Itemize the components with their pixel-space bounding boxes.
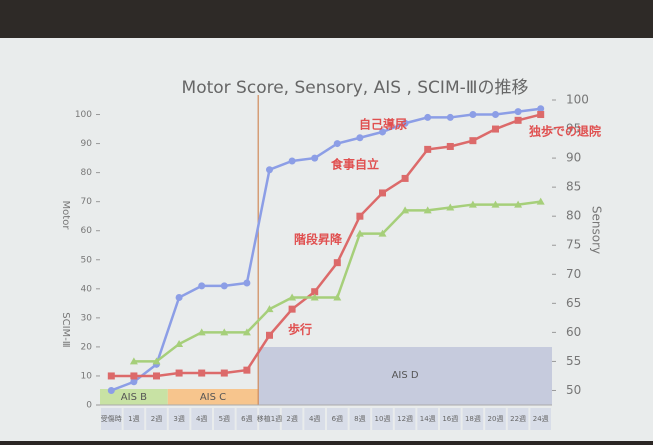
point xyxy=(198,282,205,289)
point xyxy=(492,111,499,118)
x-tick-label: 6週 xyxy=(241,414,252,423)
point xyxy=(221,370,228,377)
point xyxy=(198,370,205,377)
annotation: 歩行 xyxy=(288,322,312,337)
x-tick-label: 8週 xyxy=(354,414,365,423)
point xyxy=(176,370,183,377)
y-tick-label: 60 xyxy=(81,226,93,236)
y-tick-label: 20 xyxy=(81,342,93,352)
y2-tick-label: 85 xyxy=(566,180,581,194)
point xyxy=(356,213,363,220)
point xyxy=(289,158,296,165)
x-tick-label: 18週 xyxy=(465,414,481,423)
point xyxy=(469,111,476,118)
x-tick-label: 24週 xyxy=(533,414,549,423)
x-tick-label: 20週 xyxy=(488,414,504,423)
y-tick-label: 0 xyxy=(86,401,92,411)
y2-tick-label: 55 xyxy=(566,354,581,368)
point xyxy=(424,146,431,153)
point xyxy=(266,166,273,173)
ais-band-label: AIS B xyxy=(121,392,147,403)
point xyxy=(108,387,115,394)
top-frame xyxy=(0,0,653,38)
point xyxy=(469,137,476,144)
x-tick-label: 6週 xyxy=(332,414,343,423)
point xyxy=(153,372,160,379)
point xyxy=(402,175,409,182)
annotation: 食事自立 xyxy=(330,157,379,172)
x-tick-label: 10週 xyxy=(375,414,391,423)
x-tick-label: 1週 xyxy=(128,414,139,423)
point xyxy=(515,108,522,115)
y2-axis-title: Sensory xyxy=(590,206,604,254)
y2-tick-label: 60 xyxy=(566,325,581,339)
y-axis-title: SCIM-Ⅲ xyxy=(60,312,71,347)
point xyxy=(243,280,250,287)
y-tick-label: 70 xyxy=(81,197,93,207)
y-tick-label: 30 xyxy=(81,313,93,323)
point xyxy=(515,117,522,124)
x-tick-label: 3週 xyxy=(173,414,184,423)
y-tick-label: 80 xyxy=(81,168,93,178)
y-tick-label: 50 xyxy=(81,255,93,265)
y2-tick-label: 70 xyxy=(566,267,581,281)
y-tick-label: 100 xyxy=(75,110,92,120)
x-tick-label: 12週 xyxy=(397,414,413,423)
annotation: 独歩での退院 xyxy=(528,124,601,139)
y2-tick-label: 75 xyxy=(566,238,581,252)
point xyxy=(424,114,431,121)
ais-band-label: AIS C xyxy=(200,392,226,403)
x-tick-label: 2週 xyxy=(286,414,297,423)
point xyxy=(379,189,386,196)
annotation: 自己導尿 xyxy=(359,117,407,132)
y-tick-label: 90 xyxy=(81,139,93,149)
point xyxy=(492,126,499,133)
point xyxy=(334,140,341,147)
x-tick-label: 4週 xyxy=(196,414,207,423)
point xyxy=(266,332,273,339)
point xyxy=(334,259,341,266)
x-tick-label: 移植1週 xyxy=(257,414,282,423)
y-axis-title: Motor xyxy=(60,201,71,231)
x-tick-label: 2週 xyxy=(151,414,162,423)
point xyxy=(130,372,137,379)
x-tick-label: 16週 xyxy=(442,414,458,423)
y2-tick-label: 100 xyxy=(566,93,589,107)
y2-tick-label: 65 xyxy=(566,296,581,310)
y2-tick-label: 50 xyxy=(566,383,581,397)
y2-tick-label: 80 xyxy=(566,209,581,223)
x-tick-label: 受傷時 xyxy=(101,414,122,423)
x-tick-label: 14週 xyxy=(420,414,436,423)
point xyxy=(108,372,115,379)
y-tick-label: 10 xyxy=(81,371,93,381)
point xyxy=(243,367,250,374)
point xyxy=(289,306,296,313)
point xyxy=(447,143,454,150)
y-tick-label: 40 xyxy=(81,284,93,294)
annotation: 階段昇降 xyxy=(294,232,343,247)
point xyxy=(311,155,318,162)
chart-title: Motor Score, Sensory, AIS , SCIM-Ⅲの推移 xyxy=(182,78,529,98)
x-tick-label: 22週 xyxy=(510,414,526,423)
point xyxy=(221,282,228,289)
x-tick-label: 4週 xyxy=(309,414,320,423)
point xyxy=(537,111,544,118)
y2-tick-label: 90 xyxy=(566,151,581,165)
ais-band-label: AIS D xyxy=(392,370,419,381)
chart: Motor Score, Sensory, AIS , SCIM-Ⅲの推移 AI… xyxy=(0,0,653,441)
point xyxy=(176,294,183,301)
point xyxy=(447,114,454,121)
page: Motor Score, Sensory, AIS , SCIM-Ⅲの推移 AI… xyxy=(0,0,653,441)
x-tick-label: 5週 xyxy=(219,414,230,423)
point xyxy=(356,134,363,141)
